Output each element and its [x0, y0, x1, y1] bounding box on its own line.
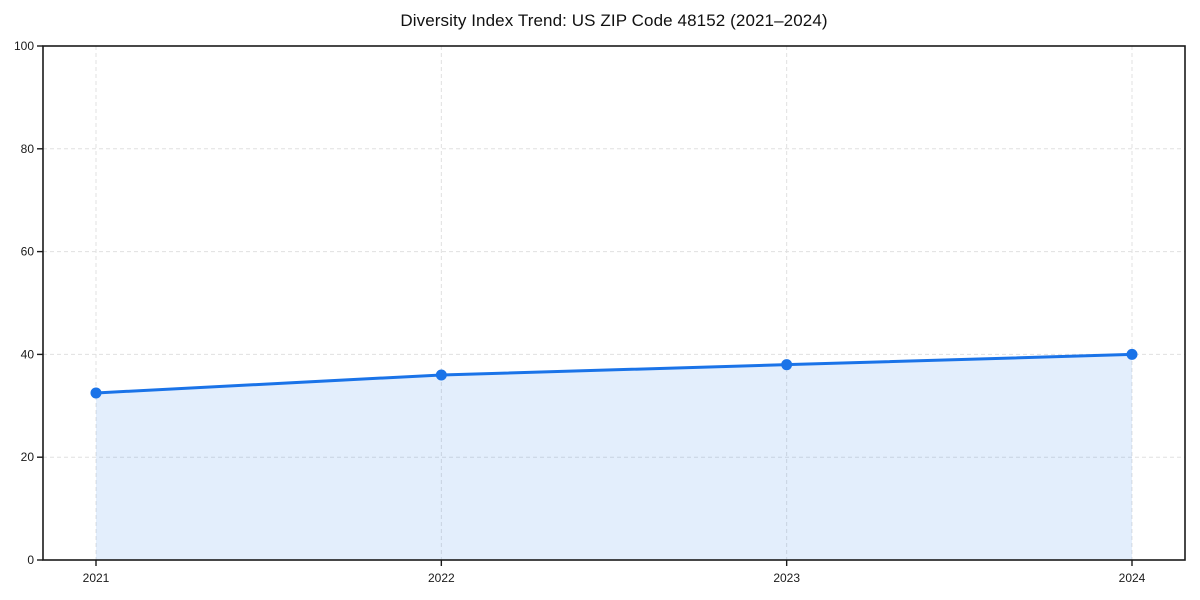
- y-tick-label: 60: [21, 245, 35, 259]
- data-point-marker: [435, 369, 447, 381]
- chart-title: Diversity Index Trend: US ZIP Code 48152…: [400, 11, 828, 30]
- plot-box-spines: [42, 45, 1186, 561]
- y-tick-label: 80: [21, 142, 35, 156]
- y-tick-label: 0: [27, 553, 34, 567]
- data-point-marker: [1126, 348, 1138, 360]
- trend-line: [94, 352, 1134, 395]
- y-tick-label: 20: [21, 450, 35, 464]
- data-point-marker: [90, 387, 102, 399]
- x-tick-label: 2023: [773, 571, 800, 585]
- data-point-marker: [781, 359, 793, 371]
- y-tick-label: 100: [14, 39, 34, 53]
- y-tick-label: 40: [21, 347, 35, 361]
- area-fill: [96, 354, 1132, 560]
- x-tick-label: 2021: [83, 571, 110, 585]
- x-tick-label: 2024: [1119, 571, 1146, 585]
- x-tick-label: 2022: [428, 571, 455, 585]
